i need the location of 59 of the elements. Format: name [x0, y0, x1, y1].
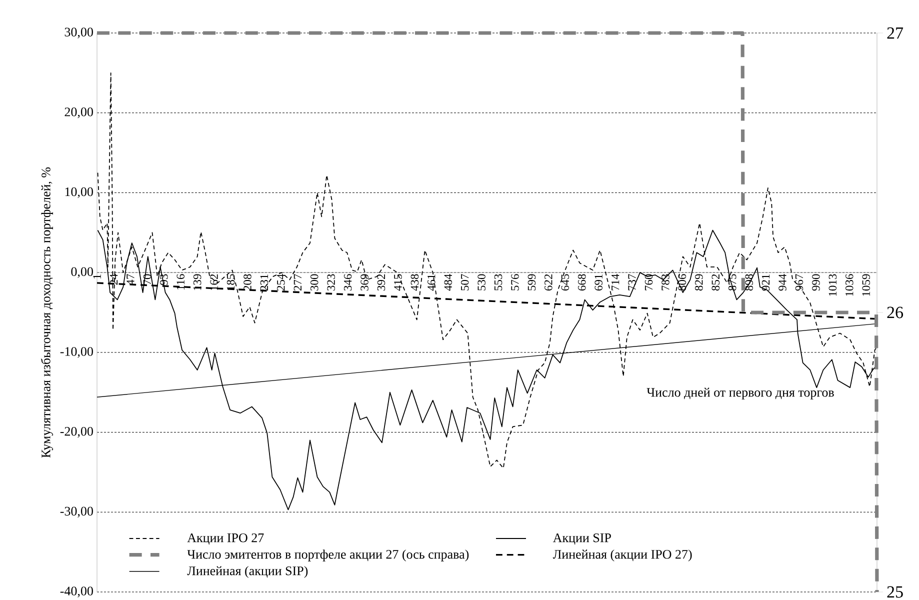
y-tick-label: -40,00 [60, 586, 93, 598]
x-tick-label: 1 [93, 274, 101, 279]
y2-tick-label: 25 [887, 586, 903, 598]
legend-label: Линейная (акции IPO 27) [552, 550, 692, 562]
x-tick-label: 1059 [862, 274, 870, 296]
x-tick-label: 921 [762, 274, 770, 291]
x-tick-label: 369 [360, 274, 368, 290]
x-tick-label: 783 [662, 274, 670, 290]
x-tick-label: 760 [644, 274, 653, 290]
legend-label: Акции SIP [552, 533, 611, 545]
y2-tick-label: 26 [887, 306, 904, 318]
x-tick-label: 852 [712, 274, 720, 291]
x-tick-label: 185 [226, 274, 235, 290]
x-tick-label: 530 [478, 274, 486, 290]
legend-label: Линейная (акции SIP) [187, 566, 308, 578]
x-tick-label: 668 [578, 274, 586, 291]
x-tick-label: 1036 [846, 274, 854, 296]
y-tick-label: 20,00 [64, 108, 93, 118]
x-tick-label: 599 [528, 274, 536, 290]
x-tick-label: 93 [160, 274, 168, 285]
legend-label: Число эмитентов в портфеле акции 27 (ось справа) [187, 550, 469, 562]
x-tick-label: 438 [410, 274, 419, 291]
x-axis-title: Число дней от первого дня торгов [646, 388, 834, 400]
x-tick-label: 714 [612, 274, 620, 290]
x-tick-label: 737 [628, 274, 636, 290]
x-tick-label: 829 [695, 274, 703, 291]
x-tick-label: 415 [394, 274, 402, 291]
x-tick-label: 254 [277, 274, 285, 291]
x-tick-label: 208 [244, 274, 252, 291]
x-tick-label: 944 [778, 274, 786, 291]
x-tick-label: 691 [594, 274, 602, 291]
x-tick-label: 1013 [828, 274, 837, 296]
y-tick-label: 30,00 [64, 28, 93, 38]
x-tick-label: 277 [294, 274, 302, 291]
x-tick-label: 990 [812, 274, 820, 291]
legend-label: Акции IPO 27 [187, 533, 264, 545]
x-tick-label: 116 [176, 274, 184, 290]
x-tick-label: 346 [344, 274, 352, 290]
x-tick-label: 24 [110, 274, 118, 285]
x-tick-label: 553 [494, 274, 502, 290]
x-tick-label: 645 [561, 274, 570, 291]
x-tick-label: 484 [444, 274, 452, 291]
x-tick-label: 576 [511, 274, 519, 290]
y-tick-label: 0,00 [71, 267, 93, 278]
y-axis-title: Кумулятивная избыточная доходность портфелей, % [40, 167, 54, 458]
x-tick-label: 622 [544, 274, 552, 291]
y-tick-label: 10,00 [65, 187, 93, 198]
y2-tick-label: 27 [887, 27, 904, 39]
x-tick-label: 323 [327, 274, 335, 290]
x-tick-label: 300 [310, 274, 318, 290]
x-tick-label: 461 [428, 274, 436, 291]
y-tick-label: -20,00 [60, 426, 93, 438]
x-tick-label: 967 [795, 274, 804, 291]
x-tick-label: 231 [260, 274, 268, 291]
x-tick-label: 507 [460, 274, 469, 290]
y-tick-label: -30,00 [60, 506, 93, 518]
x-tick-label: 875 [728, 274, 736, 291]
y-tick-label: -10,00 [60, 347, 93, 358]
x-tick-label: 392 [377, 274, 386, 290]
